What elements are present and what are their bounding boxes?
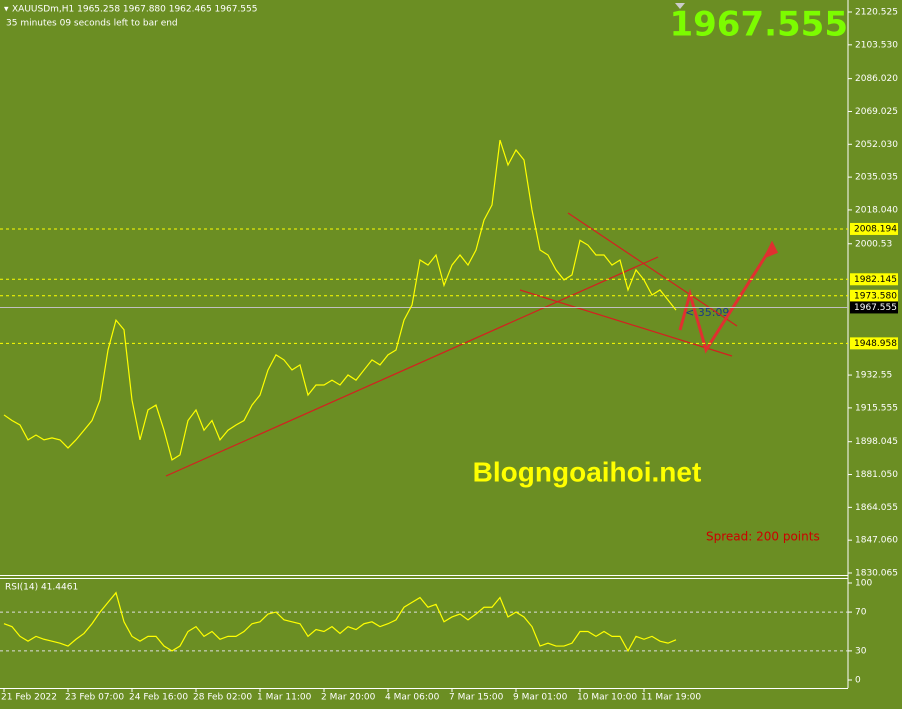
y-tick-label: 1881.050 <box>855 470 898 480</box>
arrow-path <box>678 245 774 354</box>
x-tick-label: 1 Mar 11:00 <box>257 693 312 703</box>
y-tick-label: 1898.045 <box>855 437 898 447</box>
trendline <box>165 256 659 477</box>
y-tick-label: 0 <box>855 676 861 686</box>
x-tick-label: 11 Mar 19:00 <box>641 693 701 703</box>
x-tick-label: 2 Mar 20:00 <box>321 693 376 703</box>
y-tick-label: 1830.065 <box>855 569 898 579</box>
trendline <box>519 289 733 357</box>
shift-marker <box>675 3 685 9</box>
x-tick-label: 28 Feb 02:00 <box>193 693 252 703</box>
forecast-arrow <box>678 240 779 354</box>
y-tick-label: 1932.55 <box>855 371 892 381</box>
y-tick-label: 1864.055 <box>855 503 898 513</box>
level-label-bg <box>850 222 898 235</box>
y-tick-label: 2069.025 <box>855 107 898 117</box>
y-tick-label: 2086.020 <box>855 74 898 84</box>
y-tick-label: 2103.530 <box>855 40 898 50</box>
x-tick-label: 21 Feb 2022 <box>1 693 57 703</box>
big-price: 1967.555 <box>669 5 848 45</box>
level-label: 2008.194 <box>854 224 897 234</box>
level-label-bg <box>850 273 898 286</box>
spread: Spread: 200 points <box>706 530 820 544</box>
level-label: 1982.145 <box>854 275 897 285</box>
y-tick-label: 2120.525 <box>855 8 898 18</box>
y-tick-label: 1915.555 <box>855 403 898 413</box>
arrow-head <box>762 240 779 259</box>
rsi-title: RSI(14) 41.4461 <box>5 583 78 593</box>
level-label: 1973.580 <box>854 291 897 301</box>
trendline <box>567 212 738 327</box>
trendlines <box>165 212 738 477</box>
current-price-label: 1967.555 <box>854 303 897 313</box>
y-tick-label: 2018.040 <box>855 205 898 215</box>
y-tick-label: 1847.060 <box>855 536 898 546</box>
y-tick-label: 30 <box>855 646 867 656</box>
y-tick-label: 70 <box>855 608 867 618</box>
x-tick-label: 23 Feb 07:00 <box>65 693 124 703</box>
level-label-bg <box>850 337 898 350</box>
x-tick-label: 4 Mar 06:00 <box>385 693 440 703</box>
y-tick-label: 100 <box>855 579 872 589</box>
symbol-icon: ▾ <box>4 5 9 15</box>
x-tick-label: 10 Mar 10:00 <box>577 693 637 703</box>
price-line <box>3 591 677 653</box>
y-tick-label: 2035.035 <box>855 173 898 183</box>
x-tick-label: 7 Mar 15:00 <box>449 693 504 703</box>
x-tick-label: 24 Feb 16:00 <box>129 693 188 703</box>
price-line <box>3 139 677 461</box>
level-label-bg <box>850 289 898 302</box>
chart-title: XAUUSDm,H1 1965.258 1967.880 1962.465 19… <box>12 5 257 15</box>
x-tick-label: 9 Mar 01:00 <box>513 693 568 703</box>
y-tick-label: 2052.030 <box>855 140 898 150</box>
level-label: 1948.958 <box>854 339 897 349</box>
chart-subtitle: 35 minutes 09 seconds left to bar end <box>6 19 178 29</box>
y-tick-label: 2000.53 <box>855 239 892 249</box>
watermark: Blogngoaihoi.net <box>473 456 702 487</box>
current-price-bg <box>850 301 898 314</box>
